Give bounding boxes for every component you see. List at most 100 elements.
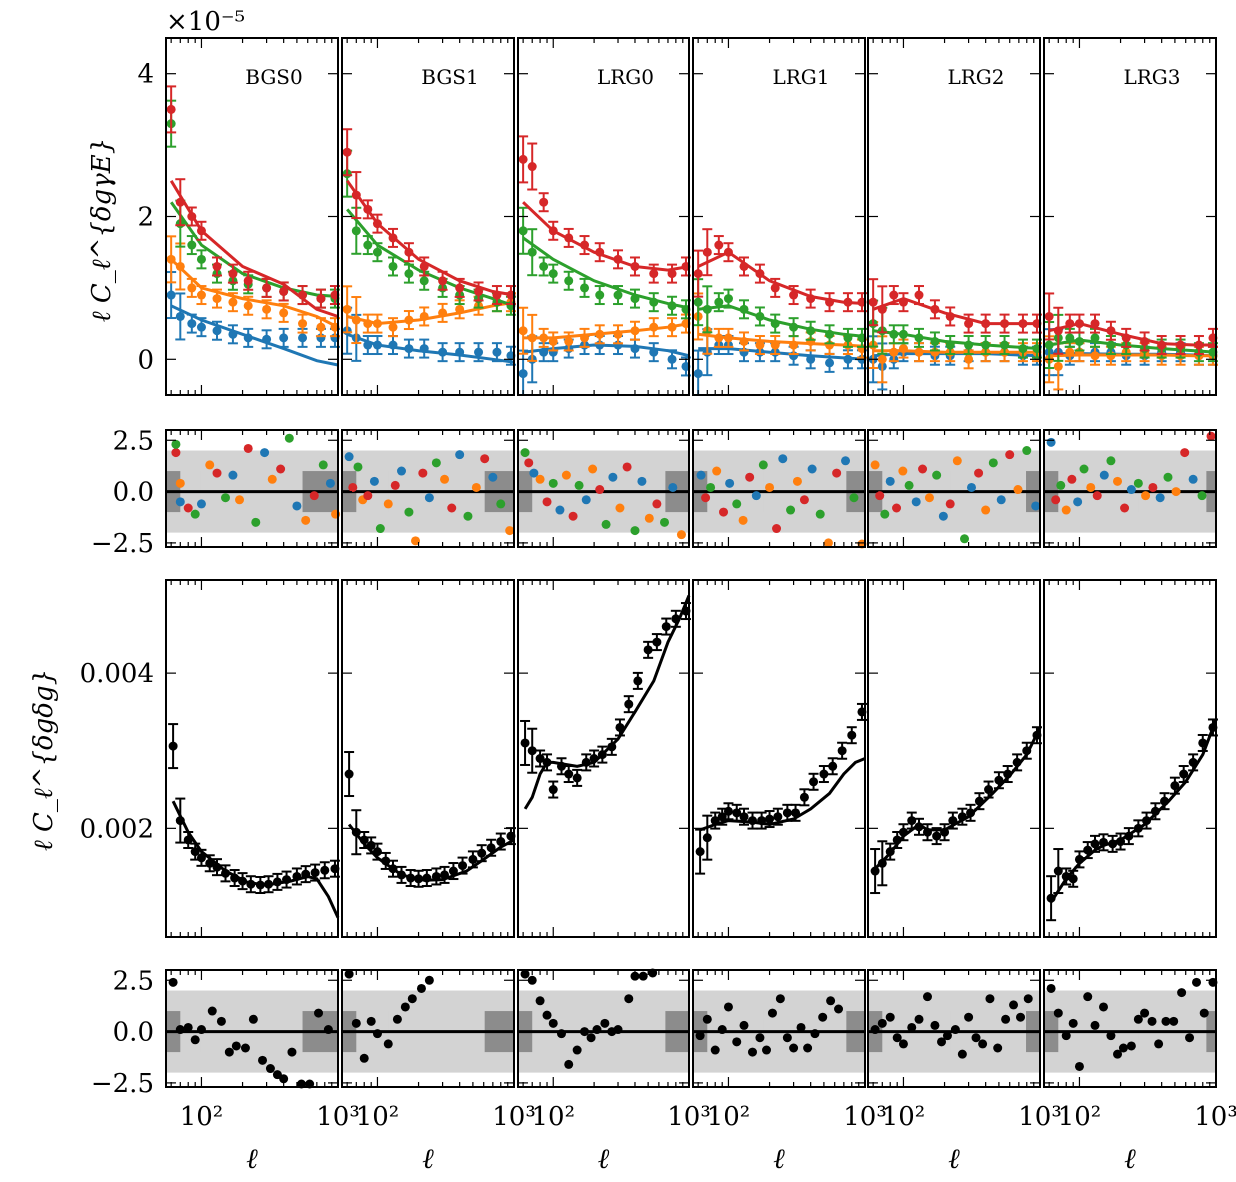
data-point bbox=[649, 347, 659, 357]
data-point bbox=[1000, 340, 1010, 350]
data-point bbox=[388, 233, 398, 243]
panel-gg_residuals-bgs1 bbox=[341, 969, 515, 1088]
data-point bbox=[230, 873, 240, 883]
data-point bbox=[474, 286, 484, 296]
residual-point bbox=[424, 493, 434, 503]
data-point bbox=[847, 730, 857, 740]
data-point bbox=[613, 254, 623, 264]
data-point bbox=[564, 769, 574, 779]
residual-point bbox=[696, 470, 706, 480]
residual-point bbox=[810, 1029, 820, 1039]
data-point bbox=[1090, 839, 1100, 849]
data-point bbox=[419, 344, 429, 354]
panel-label-lrg0: LRG0 bbox=[597, 65, 654, 89]
data-point bbox=[1003, 769, 1013, 779]
data-point bbox=[320, 865, 330, 875]
data-point bbox=[1044, 340, 1054, 350]
data-point bbox=[710, 816, 720, 826]
data-point bbox=[702, 304, 712, 314]
data-point bbox=[889, 329, 899, 339]
data-point bbox=[187, 283, 197, 293]
residual-point bbox=[732, 499, 742, 509]
y-scale-label: ×10⁻⁵ bbox=[166, 7, 245, 37]
data-point bbox=[404, 269, 414, 279]
panel-frame bbox=[692, 969, 866, 1088]
data-point bbox=[342, 304, 352, 314]
data-point bbox=[455, 283, 465, 293]
data-point bbox=[539, 261, 549, 271]
data-point bbox=[238, 876, 248, 886]
data-point bbox=[607, 742, 617, 752]
data-point bbox=[1046, 893, 1056, 903]
data-point bbox=[892, 835, 902, 845]
residual-point bbox=[548, 1018, 558, 1028]
panel-gg-lrg1 bbox=[692, 579, 867, 938]
residual-point bbox=[284, 433, 294, 443]
data-point bbox=[351, 315, 361, 325]
residual-point bbox=[775, 994, 785, 1004]
data-point bbox=[419, 261, 429, 271]
data-point bbox=[877, 304, 887, 314]
data-point bbox=[739, 812, 749, 822]
y-tick-label: 0.0 bbox=[113, 1018, 154, 1048]
residual-point bbox=[243, 443, 253, 453]
panel-gamma_E-lrg3: LRG3 bbox=[1043, 37, 1218, 396]
panel-frame bbox=[1043, 429, 1217, 548]
data-point bbox=[1053, 866, 1063, 876]
data-point bbox=[765, 814, 775, 824]
residual-point bbox=[789, 1043, 799, 1053]
data-point bbox=[789, 340, 799, 350]
y-axis-label-gg: ℓ C_ℓ^{δgδg} bbox=[29, 669, 59, 851]
residual-point bbox=[745, 472, 755, 482]
residual-point bbox=[807, 464, 817, 474]
residual-point bbox=[400, 1002, 410, 1012]
residual-point bbox=[224, 1047, 234, 1057]
data-point bbox=[196, 290, 206, 300]
data-point bbox=[948, 816, 958, 826]
data-point bbox=[755, 340, 765, 350]
residual-point bbox=[1061, 505, 1071, 515]
data-point bbox=[595, 247, 605, 257]
y-tick-label: −2.5 bbox=[91, 529, 154, 559]
data-point bbox=[175, 816, 185, 826]
data-point bbox=[695, 847, 705, 857]
residual-point bbox=[407, 994, 417, 1004]
data-point bbox=[548, 785, 558, 795]
panel-frame bbox=[517, 579, 690, 938]
panel-label-lrg2: LRG2 bbox=[947, 65, 1004, 89]
residual-point bbox=[424, 975, 434, 985]
y-tick-label: 4 bbox=[137, 60, 154, 90]
data-point bbox=[316, 322, 326, 332]
residual-point bbox=[359, 1053, 369, 1063]
residual-point bbox=[778, 454, 788, 464]
data-point bbox=[630, 294, 640, 304]
residual-point bbox=[1046, 437, 1056, 447]
data-point bbox=[580, 240, 590, 250]
series-1 bbox=[342, 285, 516, 345]
data-point bbox=[1022, 746, 1032, 756]
data-point bbox=[187, 212, 197, 221]
residual-point bbox=[914, 1014, 924, 1024]
data-point bbox=[922, 827, 932, 837]
residual-point bbox=[375, 524, 385, 534]
data-point bbox=[228, 329, 238, 339]
x-tick-label: 10³ bbox=[316, 1102, 360, 1132]
residual-point bbox=[1061, 1031, 1071, 1041]
residual-point bbox=[535, 996, 545, 1006]
residual-point bbox=[416, 983, 426, 993]
y-tick-label: 0.0 bbox=[113, 478, 154, 508]
row-gamma_E: BGS0 BGS1 LRG0 LRG1 LRG2 LRG3 0 2 4 ×10⁻⁵ bbox=[137, 7, 1218, 396]
residual-point bbox=[1177, 988, 1187, 998]
data-point bbox=[564, 276, 574, 286]
residual-point bbox=[898, 466, 908, 476]
x-axis-label: ℓ bbox=[948, 1142, 960, 1175]
residual-point bbox=[792, 476, 802, 486]
residual-point bbox=[455, 450, 465, 460]
data-point bbox=[723, 333, 733, 343]
data-point bbox=[344, 769, 354, 779]
residual-point bbox=[325, 478, 335, 488]
data-point bbox=[806, 326, 816, 336]
residual-point bbox=[564, 1059, 574, 1069]
data-point bbox=[667, 301, 677, 311]
panel-gamma_E-bgs1: BGS1 bbox=[341, 37, 516, 396]
